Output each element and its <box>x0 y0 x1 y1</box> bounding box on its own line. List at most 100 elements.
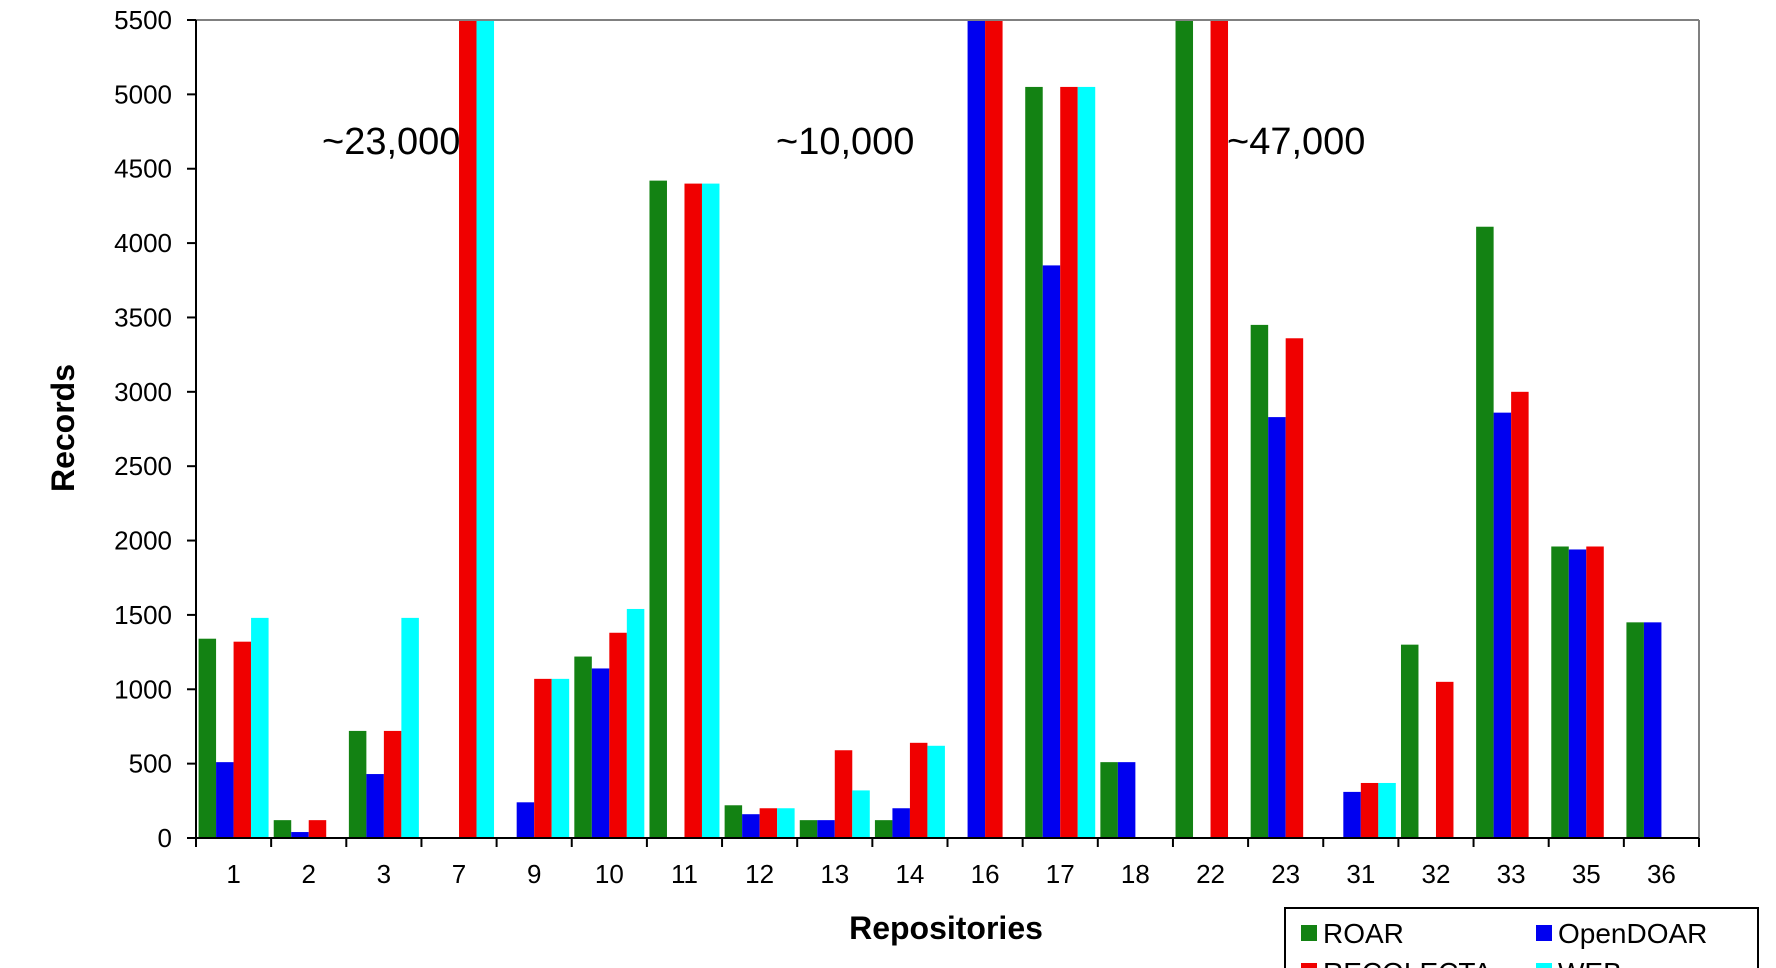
y-tick-label: 3500 <box>114 302 172 332</box>
bar-roar-14 <box>874 820 893 838</box>
bar-opendoar-33 <box>1493 412 1512 838</box>
bar-recolecta-16 <box>985 20 1003 838</box>
x-tick-label: 22 <box>1196 859 1225 889</box>
bar-web-13 <box>852 790 870 838</box>
bar-opendoar-31 <box>1343 791 1361 838</box>
bar-roar-18 <box>1100 762 1118 838</box>
y-tick-label: 500 <box>129 749 172 779</box>
bar-roar-36 <box>1626 622 1644 838</box>
x-tick-label: 12 <box>745 859 774 889</box>
bar-web-1 <box>251 617 269 838</box>
bar-web-11 <box>701 183 720 839</box>
bar-web-9 <box>551 678 570 838</box>
legend: ROAR OpenDOAR RECOLECTA WEB <box>1284 907 1759 968</box>
bar-web-14 <box>927 745 945 838</box>
bar-roar-35 <box>1551 546 1569 838</box>
bar-web-7 <box>476 20 495 838</box>
bar-web-31 <box>1378 782 1396 838</box>
x-tick-label: 17 <box>1046 859 1075 889</box>
bar-recolecta-10 <box>609 632 627 838</box>
bar-recolecta-12 <box>759 808 778 838</box>
bar-roar-33 <box>1476 226 1494 839</box>
y-tick-label: 4500 <box>114 154 172 184</box>
bar-recolecta-33 <box>1511 391 1529 838</box>
y-tick-label: 1500 <box>114 600 172 630</box>
x-tick-label: 1 <box>226 859 240 889</box>
bar-recolecta-31 <box>1360 782 1379 838</box>
bar-recolecta-11 <box>684 183 702 839</box>
bar-opendoar-10 <box>591 668 610 838</box>
y-tick-label: 0 <box>158 823 172 853</box>
x-axis-title: Repositories <box>849 910 1043 946</box>
y-tick-label: 1000 <box>114 674 172 704</box>
x-tick-label: 10 <box>595 859 624 889</box>
annotation-23000: ~23,000 <box>322 121 460 163</box>
x-tick-label: 16 <box>971 859 1000 889</box>
x-tick-label: 3 <box>377 859 391 889</box>
legend-swatch-web <box>1536 963 1552 968</box>
bar-recolecta-22 <box>1210 20 1229 838</box>
x-tick-label: 14 <box>895 859 924 889</box>
y-axis-title: Records <box>45 364 81 492</box>
x-tick-label: 9 <box>527 859 541 889</box>
y-tick-label: 2000 <box>114 526 172 556</box>
bar-recolecta-9 <box>534 678 552 838</box>
bar-roar-23 <box>1250 324 1269 839</box>
legend-label-roar: ROAR <box>1323 918 1404 949</box>
x-tick-label: 2 <box>301 859 315 889</box>
axis-frame <box>195 19 1700 839</box>
legend-swatch-recolecta <box>1301 963 1317 968</box>
bar-web-3 <box>401 617 419 838</box>
bar-opendoar-1 <box>216 762 234 838</box>
bar-recolecta-13 <box>834 750 853 838</box>
bar-opendoar-35 <box>1568 549 1587 838</box>
x-tick-label: 18 <box>1121 859 1150 889</box>
x-axis-ticks: 1 2 3 7 9 10 11 12 13 14 16 17 18 22 23 31 32 33 35 36 <box>195 838 1700 889</box>
bar-opendoar-17 <box>1042 265 1061 838</box>
bar-opendoar-18 <box>1117 762 1136 838</box>
y-tick-label: 3000 <box>114 377 172 407</box>
bar-recolecta-14 <box>909 742 928 838</box>
bar-opendoar-16 <box>967 20 986 838</box>
bar-opendoar-13 <box>817 820 835 838</box>
legend-label-opendoar: OpenDOAR <box>1558 918 1707 949</box>
bar-recolecta-3 <box>383 730 402 838</box>
bar-opendoar-2 <box>291 832 309 838</box>
x-tick-label: 35 <box>1572 859 1601 889</box>
bars <box>198 20 1662 839</box>
bar-web-10 <box>626 608 645 838</box>
x-tick-label: 33 <box>1497 859 1526 889</box>
legend-label-web: WEB <box>1558 957 1622 968</box>
annotation-10000: ~10,000 <box>776 121 914 163</box>
bar-web-12 <box>777 808 795 838</box>
legend-swatch-opendoar <box>1536 925 1552 941</box>
bar-roar-10 <box>574 656 592 838</box>
bar-recolecta-17 <box>1060 86 1078 839</box>
bar-roar-13 <box>799 820 818 838</box>
y-axis-ticks: 0 500 1000 1500 2000 2500 3000 3500 4000 4500 5000… <box>114 5 196 853</box>
y-tick-label: 5500 <box>114 5 172 35</box>
bar-roar-12 <box>724 805 743 838</box>
x-tick-label: 11 <box>671 859 698 889</box>
bar-opendoar-36 <box>1643 622 1662 838</box>
bar-recolecta-2 <box>308 820 327 838</box>
bar-opendoar-12 <box>742 814 760 838</box>
bar-roar-32 <box>1400 644 1419 838</box>
x-tick-label: 13 <box>820 859 849 889</box>
legend-box <box>1284 907 1759 968</box>
bar-roar-22 <box>1175 20 1194 838</box>
bar-roar-11 <box>649 180 667 838</box>
bar-web-17 <box>1077 86 1096 839</box>
x-tick-label: 32 <box>1422 859 1451 889</box>
y-tick-label: 5000 <box>114 79 172 109</box>
legend-label-recolecta: RECOLECTA <box>1323 957 1492 968</box>
bar-roar-17 <box>1025 86 1043 839</box>
bar-recolecta-35 <box>1586 546 1604 838</box>
bar-recolecta-23 <box>1285 338 1304 838</box>
y-tick-label: 2500 <box>114 451 172 481</box>
bar-opendoar-14 <box>892 808 910 838</box>
bar-roar-1 <box>198 638 217 838</box>
bar-recolecta-1 <box>233 641 252 838</box>
bar-opendoar-3 <box>366 774 384 838</box>
